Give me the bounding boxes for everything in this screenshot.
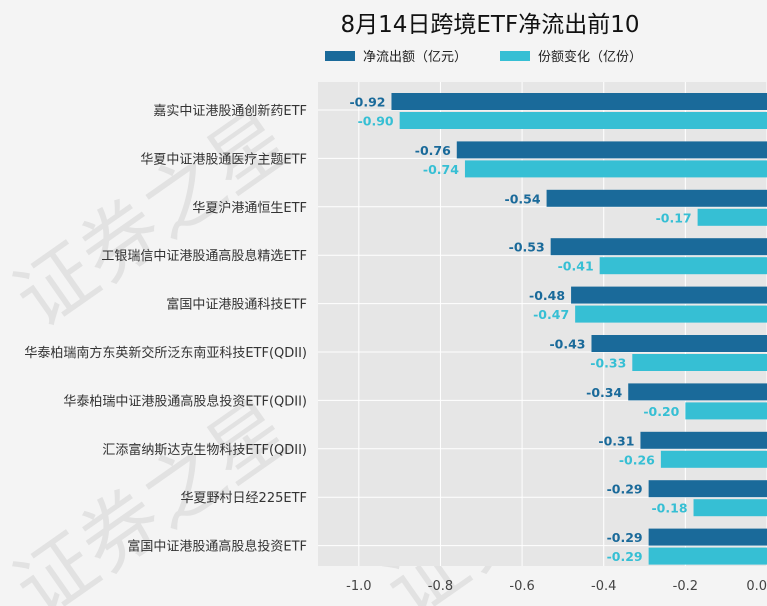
bar-net-outflow bbox=[640, 431, 767, 449]
data-label: -0.41 bbox=[558, 259, 594, 274]
category-label: 华夏沪港通恒生ETF bbox=[192, 200, 307, 216]
bar-share-change bbox=[693, 499, 767, 517]
x-tick-label: -0.8 bbox=[428, 579, 453, 594]
x-tick-label: -1.0 bbox=[346, 579, 371, 594]
data-label: -0.34 bbox=[586, 385, 622, 400]
x-axis-ticks: -1.0 -0.8 -0.6 -0.4 -0.2 0.0 bbox=[346, 579, 767, 594]
category-labels: 嘉实中证港股通创新药ETF 华夏中证港股通医疗主题ETF 华夏沪港通恒生ETF 工银瑞… bbox=[24, 103, 307, 555]
data-label: -0.43 bbox=[549, 337, 585, 352]
data-label: -0.20 bbox=[643, 404, 679, 419]
data-label: -0.54 bbox=[505, 191, 541, 206]
bar-share-change bbox=[660, 450, 767, 468]
category-label: 华泰柏瑞南方东英新交所泛东南亚科技ETF(QDII) bbox=[24, 345, 307, 361]
legend-label: 净流出额（亿元） bbox=[363, 50, 467, 65]
data-label: -0.29 bbox=[607, 482, 643, 497]
data-label: -0.17 bbox=[656, 210, 692, 225]
bar-net-outflow bbox=[628, 383, 767, 401]
bar-net-outflow bbox=[456, 141, 767, 159]
bar-net-outflow bbox=[546, 189, 767, 207]
bar-share-change bbox=[685, 402, 767, 420]
data-label: -0.33 bbox=[590, 356, 626, 371]
data-label: -0.47 bbox=[533, 307, 569, 322]
bar-share-change bbox=[399, 112, 767, 129]
category-label: 华夏野村日经225ETF bbox=[181, 491, 307, 506]
category-label: 嘉实中证港股通创新药ETF bbox=[153, 103, 307, 119]
bar-net-outflow bbox=[648, 480, 767, 498]
category-label: 工银瑞信中证港股通高股息精选ETF bbox=[101, 248, 307, 264]
bar-share-change bbox=[632, 354, 767, 371]
data-label: -0.29 bbox=[607, 549, 643, 564]
bar-share-change bbox=[575, 305, 767, 323]
data-label: -0.18 bbox=[651, 501, 687, 516]
bar-net-outflow bbox=[591, 335, 767, 352]
category-label: 富国中证港股通科技ETF bbox=[166, 297, 307, 313]
x-tick-label: -0.6 bbox=[509, 579, 534, 594]
data-label: -0.48 bbox=[529, 288, 565, 303]
x-tick-label: -0.2 bbox=[673, 579, 698, 594]
data-label: -0.31 bbox=[598, 433, 634, 448]
bar-share-change bbox=[697, 208, 767, 226]
legend: 净流出额（亿元） 份额变化（亿份） bbox=[325, 49, 642, 65]
bar-share-change bbox=[599, 257, 767, 275]
data-label: -0.29 bbox=[607, 530, 643, 545]
category-label: 华泰柏瑞中证港股通高股息投资ETF(QDII) bbox=[63, 393, 307, 409]
legend-label: 份额变化（亿份） bbox=[538, 49, 642, 65]
data-label: -0.76 bbox=[415, 143, 451, 158]
category-label: 华夏中证港股通医疗主题ETF bbox=[140, 152, 307, 167]
data-label: -0.90 bbox=[358, 114, 394, 129]
bars: -0.92 -0.90 -0.76 -0.74 -0.54 -0.17 -0.53 -0.41… bbox=[349, 93, 767, 565]
data-label: -0.53 bbox=[509, 240, 545, 255]
data-label: -0.74 bbox=[423, 162, 459, 177]
bar-net-outflow bbox=[571, 286, 767, 304]
bar-net-outflow bbox=[550, 238, 767, 256]
bar-net-outflow bbox=[391, 93, 767, 110]
data-label: -0.92 bbox=[349, 95, 385, 110]
category-label: 富国中证港股通高股息投资ETF bbox=[127, 539, 307, 555]
data-label: -0.26 bbox=[619, 452, 655, 467]
bar-share-change bbox=[464, 160, 767, 178]
legend-swatch bbox=[325, 51, 355, 61]
chart-title: 8月14日跨境ETF净流出前10 bbox=[341, 12, 640, 38]
bar-share-change bbox=[648, 547, 767, 565]
legend-swatch bbox=[500, 51, 530, 61]
bar-net-outflow bbox=[648, 528, 767, 546]
category-label: 汇添富纳斯达克生物科技ETF(QDII) bbox=[102, 442, 307, 458]
x-tick-label: -0.4 bbox=[591, 579, 616, 594]
x-tick-label: 0.0 bbox=[746, 579, 767, 594]
